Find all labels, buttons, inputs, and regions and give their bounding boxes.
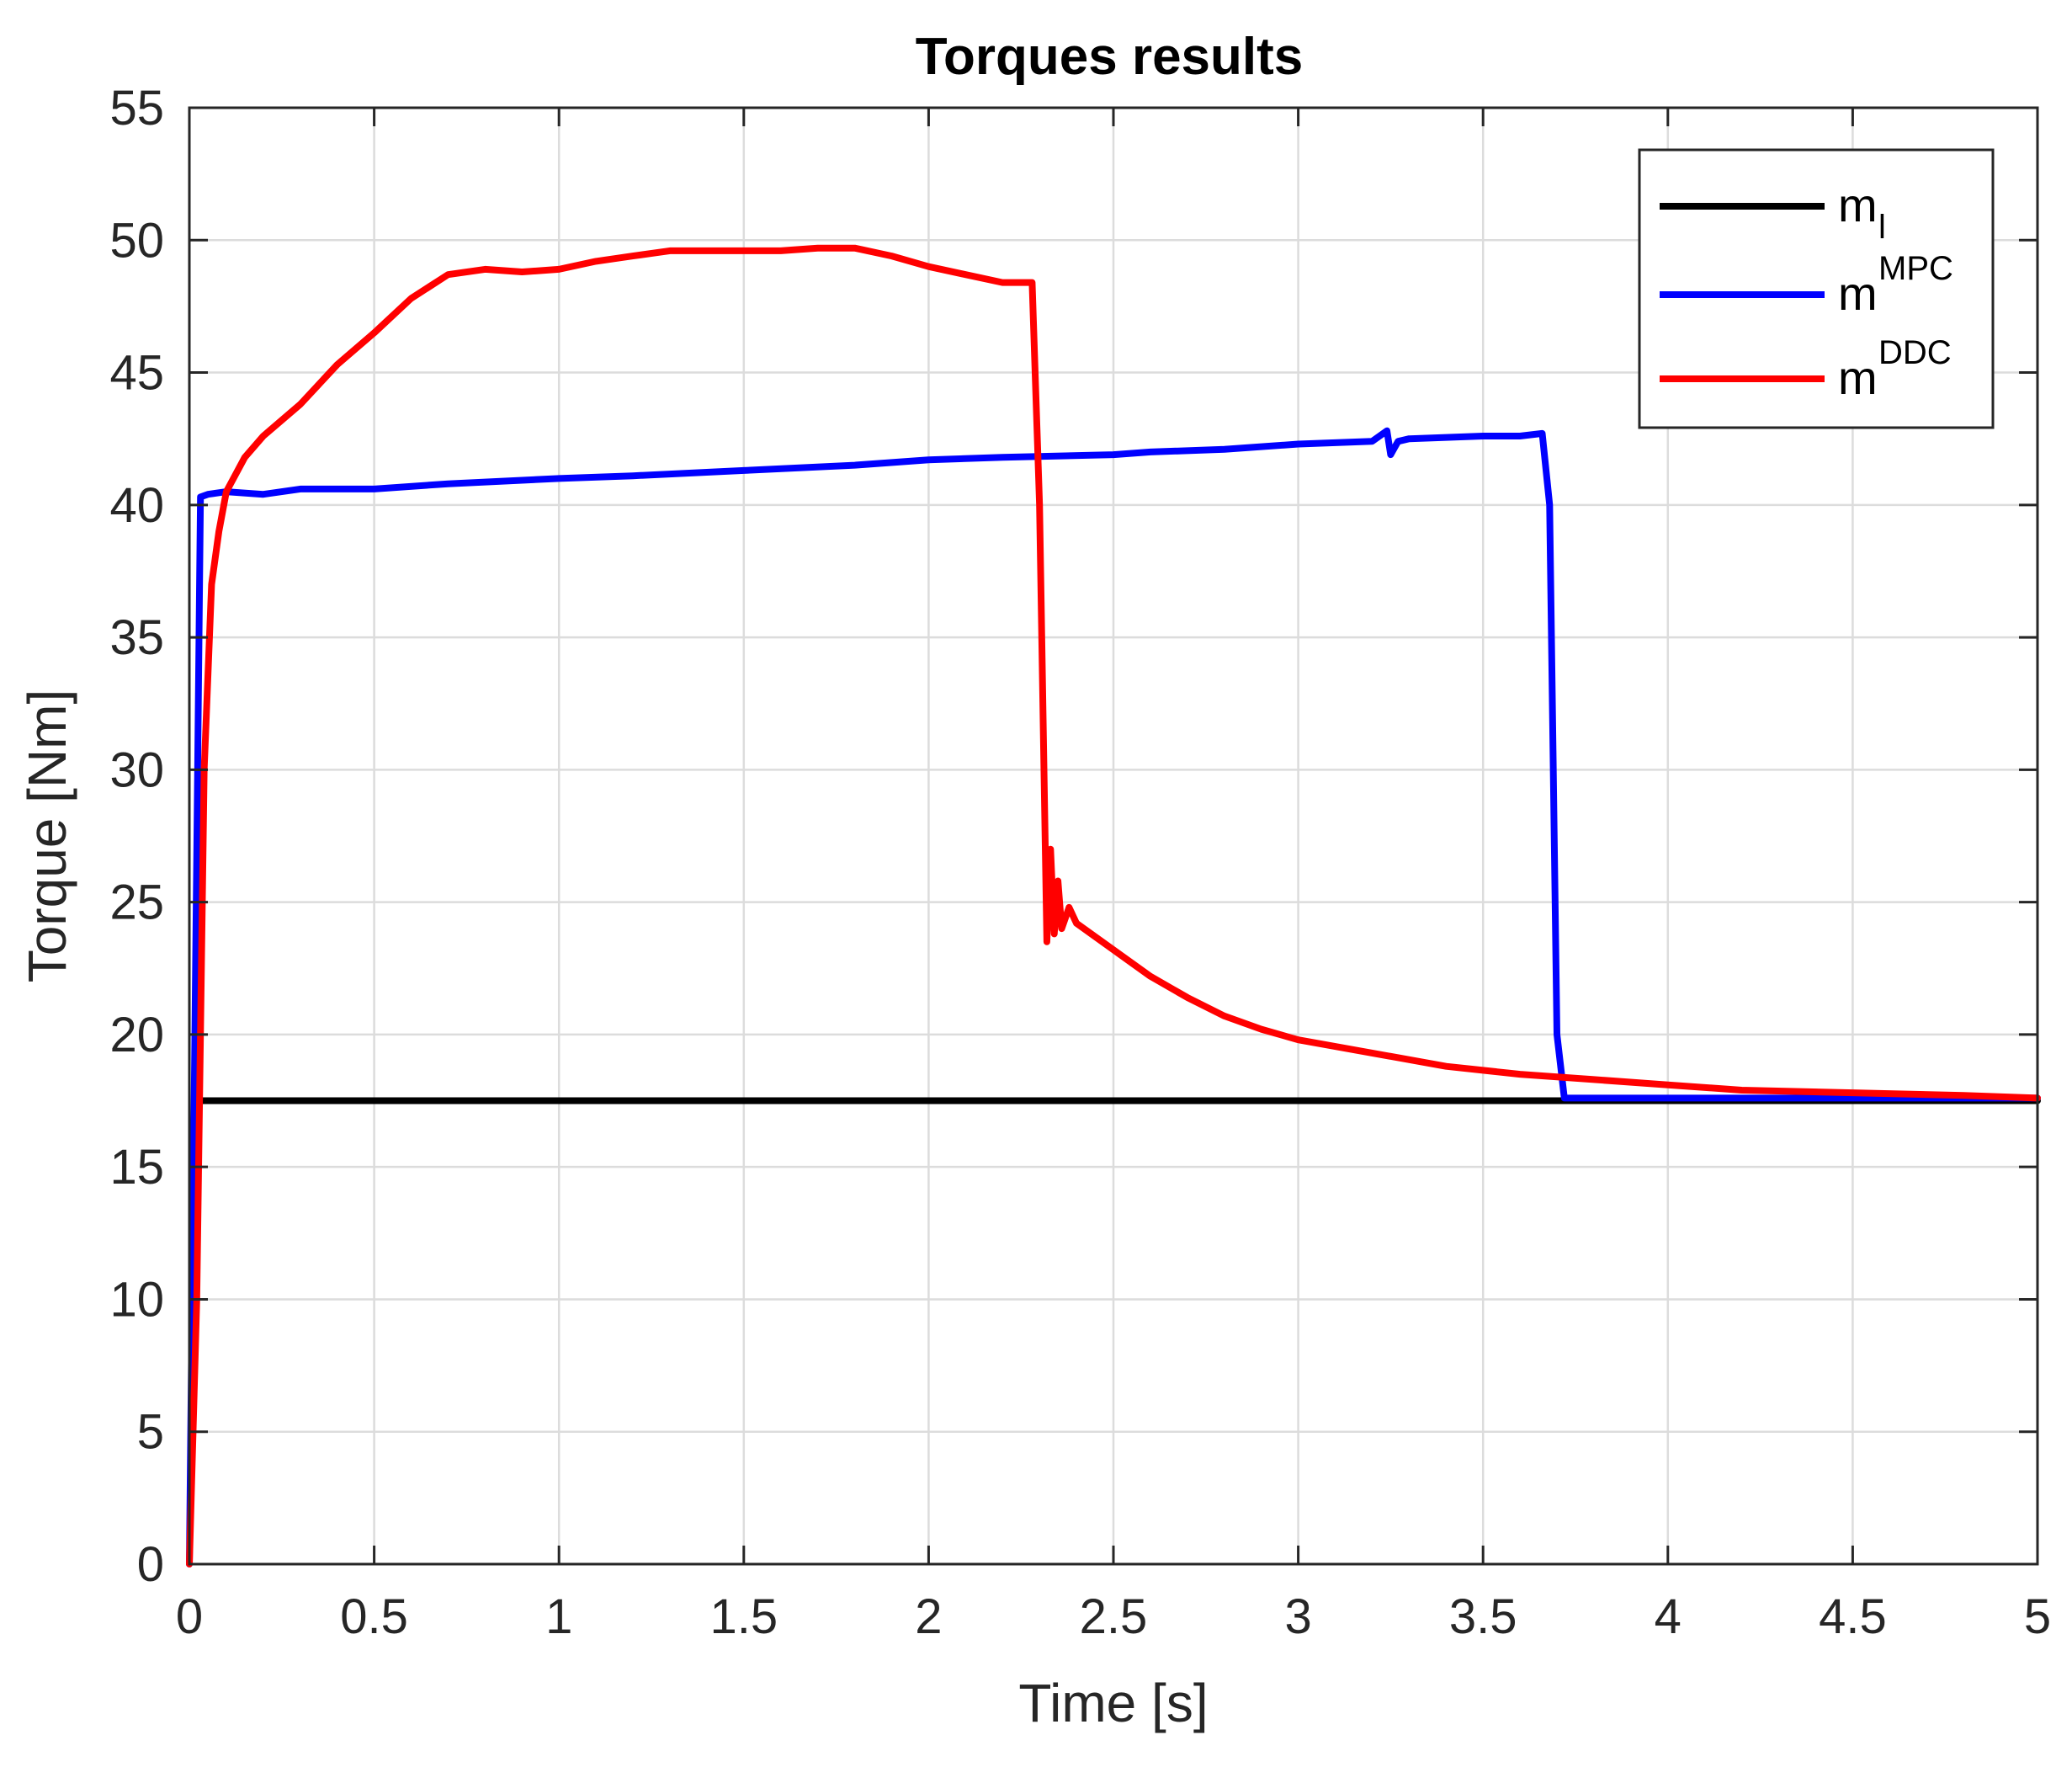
y-tick-label: 50 — [109, 213, 164, 268]
x-tick-label: 1.5 — [709, 1589, 778, 1644]
y-tick-label: 15 — [109, 1140, 164, 1195]
series-line-mpc — [186, 427, 2041, 1567]
series-line-ddc — [186, 244, 2041, 1567]
legend-entry-ml-label: m — [1838, 178, 1878, 232]
y-tick-label: 5 — [137, 1405, 164, 1460]
y-tick-label: 30 — [109, 742, 164, 797]
y-tick-label: 55 — [109, 81, 164, 136]
y-tick-label: 25 — [109, 876, 164, 930]
y-tick-label: 20 — [109, 1008, 164, 1062]
x-axis-label: Time [s] — [1018, 1673, 1208, 1733]
chart-title: Torques results — [916, 28, 1304, 86]
y-tick-label: 35 — [109, 610, 164, 665]
legend-entry-ddc-superscript: DDC — [1878, 334, 1952, 371]
y-tick-label: 10 — [109, 1272, 164, 1327]
x-tick-label: 0 — [176, 1589, 203, 1644]
series-lines — [186, 244, 2041, 1567]
legend-entry-mpc-label: m — [1838, 267, 1878, 320]
x-tick-label: 4.5 — [1819, 1589, 1887, 1644]
x-tick-label: 1 — [545, 1589, 572, 1644]
x-tick-label: 5 — [2024, 1589, 2051, 1644]
y-axis-label: Torque [Nm] — [17, 689, 77, 983]
legend-entry-mpc-superscript: MPC — [1878, 250, 1953, 287]
y-tick-label: 40 — [109, 478, 164, 533]
legend-box — [1638, 148, 1995, 429]
x-tick-label: 3.5 — [1449, 1589, 1517, 1644]
y-tick-label: 0 — [137, 1537, 164, 1592]
x-tick-label: 2.5 — [1080, 1589, 1148, 1644]
x-tick-label: 3 — [1284, 1589, 1311, 1644]
x-tick-label: 4 — [1655, 1589, 1682, 1644]
x-tick-label: 0.5 — [340, 1589, 408, 1644]
ticks: 0 0.5 1 1.5 2 2.5 3 3.5 4 4.5 50510152025303540455… — [109, 81, 2051, 1644]
x-tick-label: 2 — [915, 1589, 942, 1644]
y-tick-label: 45 — [109, 346, 164, 401]
legend-entry-ddc-label: m — [1838, 351, 1878, 404]
legend-entry-ml-subscript: l — [1878, 209, 1886, 246]
